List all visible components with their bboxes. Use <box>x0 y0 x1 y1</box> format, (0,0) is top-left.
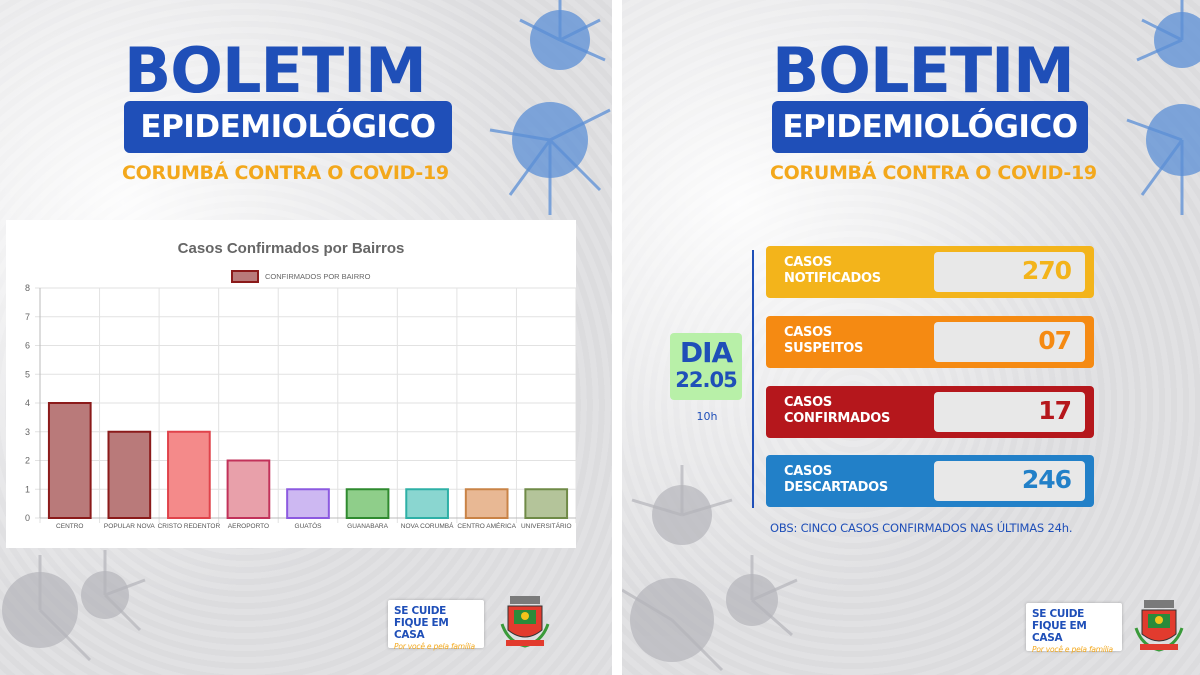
y-tick-label: 0 <box>25 513 30 523</box>
stat-label-line1: CASOS <box>784 255 832 270</box>
y-tick-label: 4 <box>25 398 30 408</box>
bar <box>107 430 152 519</box>
virus-icon <box>2 550 146 662</box>
virus-icon <box>1126 0 1200 215</box>
stat-label-line2: NOTIFICADOS <box>784 271 881 286</box>
stat-label-line1: CASOS <box>784 395 832 410</box>
badge-line-3: Por você e pela família <box>394 642 475 651</box>
bar <box>405 488 449 519</box>
badge-line-3: Por você e pela família <box>1032 645 1113 654</box>
observation-note: OBS: CINCO CASOS CONFIRMADOS NAS ÚLTIMAS… <box>770 521 1073 535</box>
stat-label: CASOS SUSPEITOS <box>784 325 924 357</box>
bar <box>345 488 390 519</box>
stat-discarded: CASOS DESCARTADOS 246 <box>766 455 1094 507</box>
city-crest-icon <box>1134 600 1184 652</box>
y-tick-label: 3 <box>25 427 30 437</box>
bulletin-title: BOLETIM <box>124 34 427 107</box>
badge-line-2: FIQUE EM CASA <box>394 617 449 641</box>
bar <box>47 402 92 519</box>
left-panel: BOLETIM EPIDEMIOLÓGICO CORUMBÁ CONTRA O … <box>0 0 612 675</box>
tagline: CORUMBÁ CONTRA O COVID-19 <box>122 162 449 184</box>
badge-line-2: FIQUE EM CASA <box>1032 620 1087 644</box>
stat-value-box: 246 <box>934 461 1085 501</box>
stat-label: CASOS CONFIRMADOS <box>784 395 924 427</box>
y-tick-label: 2 <box>25 456 30 466</box>
chart-title: Casos Confirmados por Bairros <box>177 240 405 257</box>
day-label: DIA <box>679 336 733 369</box>
day-date: 22.05 <box>675 368 737 392</box>
stat-value: 17 <box>1038 396 1072 425</box>
x-tick-label: CENTRO <box>56 523 83 530</box>
vertical-divider <box>752 250 754 508</box>
x-tick-label: AEROPORTO <box>228 523 269 530</box>
right-panel: BOLETIM EPIDEMIOLÓGICO CORUMBÁ CONTRA O … <box>622 0 1200 675</box>
chart-legend: CONFIRMADOS POR BAIRRO <box>231 270 370 283</box>
panel-divider <box>612 0 622 675</box>
bar <box>524 488 569 519</box>
stat-label-line1: CASOS <box>784 325 832 340</box>
stat-value-box: 07 <box>934 322 1085 362</box>
day-box: DIA 22.05 <box>670 333 742 400</box>
city-crest-icon <box>500 596 550 648</box>
x-tick-label: UNIVERSITÁRIO <box>521 521 572 530</box>
bulletin-title: BOLETIM <box>772 34 1075 107</box>
x-tick-label: POPULAR NOVA <box>104 523 155 530</box>
bar <box>286 488 330 519</box>
badge-line-1: SE CUIDE <box>394 605 447 617</box>
stat-value: 270 <box>1021 256 1072 285</box>
y-tick-label: 6 <box>25 341 30 351</box>
y-tick-label: 5 <box>25 369 30 379</box>
x-tick-label: CRISTO REDENTOR <box>158 523 221 530</box>
stat-label-line2: DESCARTADOS <box>784 480 888 495</box>
x-tick-label: GUATÓS <box>295 521 323 530</box>
bar-chart: 0 1 2 3 4 5 6 7 8 CENTRO POPULAR NOVA CRISTO REDENT… <box>25 283 576 530</box>
bar <box>226 459 271 519</box>
stat-label: CASOS NOTIFICADOS <box>784 255 924 287</box>
virus-icon <box>489 0 611 215</box>
bulletin-subtitle-box: EPIDEMIOLÓGICO <box>124 101 452 153</box>
stat-label-line2: CONFIRMADOS <box>784 411 891 426</box>
stat-value: 246 <box>1021 465 1072 494</box>
stay-home-badge: SE CUIDE FIQUE EM CASA Por você e pela f… <box>1026 603 1122 654</box>
tagline: CORUMBÁ CONTRA O COVID-19 <box>770 162 1097 184</box>
y-tick-label: 8 <box>25 283 30 293</box>
stat-label: CASOS DESCARTADOS <box>784 464 924 496</box>
stat-value-box: 270 <box>934 252 1085 292</box>
stat-label-line2: SUSPEITOS <box>784 341 864 356</box>
y-tick-label: 7 <box>25 312 30 322</box>
stat-value-box: 17 <box>934 392 1085 432</box>
y-tick-label: 1 <box>25 484 30 494</box>
stat-label-line1: CASOS <box>784 464 832 479</box>
stay-home-badge: SE CUIDE FIQUE EM CASA Por você e pela f… <box>388 600 484 651</box>
x-tick-label: CENTRO AMÉRICA <box>457 521 516 530</box>
chart-card: Casos Confirmados por Bairros 0 1 2 3 4 5 6 7 8 C… <box>6 220 576 548</box>
stat-confirmed: CASOS CONFIRMADOS 17 <box>766 386 1094 438</box>
bar <box>464 488 509 519</box>
virus-icon <box>622 465 798 672</box>
legend-label: CONFIRMADOS POR BAIRRO <box>265 272 371 281</box>
x-tick-label: NOVA CORUMBÁ <box>401 521 454 530</box>
stat-value: 07 <box>1038 326 1072 355</box>
report-time: 10h <box>696 410 718 423</box>
badge-line-1: SE CUIDE <box>1032 608 1085 620</box>
stat-suspected: CASOS SUSPEITOS 07 <box>766 316 1094 368</box>
bulletin-subtitle-box: EPIDEMIOLÓGICO <box>772 101 1088 153</box>
bar <box>167 430 211 519</box>
legend-swatch <box>231 270 259 283</box>
x-tick-label: GUANABARA <box>347 523 388 530</box>
stat-notified: CASOS NOTIFICADOS 270 <box>766 246 1094 298</box>
